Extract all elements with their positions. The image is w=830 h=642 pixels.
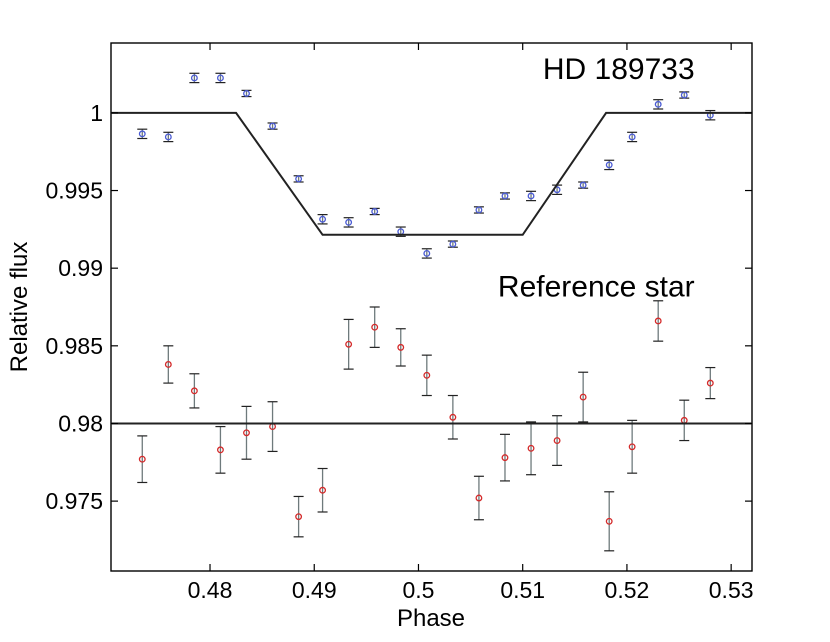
y-axis-title: Relative flux: [6, 242, 33, 373]
hd-189733-point: [579, 181, 587, 189]
data-marks: [111, 72, 752, 552]
x-tick-label: 0.53: [709, 577, 754, 603]
reference-star-point: [706, 379, 714, 387]
reference-star-point: [295, 513, 303, 521]
x-tick-label: 0.5: [402, 577, 434, 603]
axis-ticks: 0.48 0.49 0.5 0.51 0.52 0.53 0.975 0.98 0.985 0.9…: [45, 43, 754, 603]
x-tick-label: 0.48: [188, 577, 233, 603]
hd-189733-point: [138, 130, 146, 138]
reference-star-point: [164, 361, 172, 368]
hd-189733-point: [527, 192, 535, 200]
x-axis-title: Phase: [397, 605, 465, 632]
annotation-hd189733: HD 189733: [543, 53, 695, 86]
reference-star-point: [475, 494, 483, 502]
reference-star-point: [654, 317, 662, 325]
y-tick-label: 0.99: [58, 255, 103, 281]
hd-189733-point: [475, 206, 483, 214]
x-tick-label: 0.52: [605, 577, 650, 603]
y-tick-label: 1: [90, 100, 103, 126]
annotation-reference-star: Reference star: [498, 270, 695, 303]
reference-star-point: [449, 413, 457, 421]
reference-star-point: [138, 455, 146, 463]
reference-star-point: [216, 446, 224, 454]
reference-star-point: [605, 517, 613, 525]
y-tick-label: 0.98: [58, 410, 103, 436]
reference-star-point: [190, 387, 198, 395]
hd-189733-point: [345, 218, 353, 226]
hd-189733-point: [269, 122, 277, 130]
plot-area-frame: [110, 42, 753, 572]
reference-star-point: [423, 371, 431, 379]
reference-star-point: [319, 486, 327, 494]
hd-189733-point: [680, 91, 688, 99]
hd-189733-point: [449, 240, 457, 248]
reference-star-point: [527, 444, 535, 452]
reference-star-point: [628, 443, 636, 451]
reference-star-point: [371, 323, 379, 331]
reference-star-point: [397, 343, 405, 351]
hd-189733-point: [216, 74, 224, 82]
reference-star-point: [243, 429, 250, 437]
hd-189733-point: [190, 74, 198, 82]
hd-189733-point: [605, 161, 613, 169]
reference-star-point: [553, 437, 561, 445]
hd-189733-point: [423, 249, 431, 257]
hd-189733-point: [371, 208, 379, 215]
x-tick-label: 0.51: [500, 577, 545, 603]
reference-star-point: [345, 340, 353, 348]
x-tick-label: 0.49: [292, 577, 337, 603]
hd-189733-point: [164, 133, 172, 141]
hd-189733-point: [654, 100, 662, 108]
y-tick-label: 0.975: [45, 488, 103, 514]
reference-star-point: [579, 393, 587, 401]
hd-189733-model-line: [111, 111, 752, 236]
reference-star-point: [501, 454, 509, 462]
hd-189733-point: [319, 215, 327, 223]
hd-189733-point: [501, 192, 509, 200]
y-tick-label: 0.985: [45, 333, 103, 359]
hd-189733-point: [295, 175, 303, 183]
hd-189733-point: [243, 90, 250, 97]
hd-189733-point: [628, 133, 636, 141]
y-tick-label: 0.995: [45, 178, 103, 204]
